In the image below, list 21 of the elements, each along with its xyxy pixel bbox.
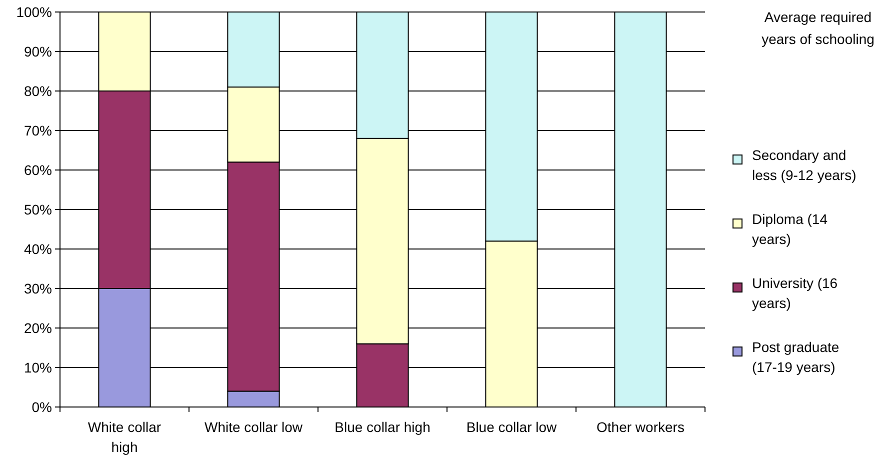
x-tick-label: Other workers bbox=[596, 419, 684, 435]
x-tick-label: White collar high bbox=[88, 419, 162, 455]
x-tick-label: Blue collar high bbox=[334, 419, 430, 435]
legend-title: Average required years of schooling bbox=[762, 9, 874, 47]
y-tick-label: 30% bbox=[24, 280, 52, 296]
legend-label: Secondary and less (9-12 years) bbox=[752, 147, 856, 183]
y-tick-label: 20% bbox=[24, 320, 52, 336]
legend-label: Diploma (14 years) bbox=[752, 211, 828, 247]
legend-label: Post graduate (17-19 years) bbox=[752, 339, 840, 375]
y-tick-label: 60% bbox=[24, 162, 52, 178]
y-tick-label: 90% bbox=[24, 43, 52, 60]
legend-label: University (16 years) bbox=[752, 275, 838, 311]
y-tick-label: 10% bbox=[24, 359, 52, 376]
y-tick-label: 80% bbox=[24, 82, 52, 99]
y-tick-label: 0% bbox=[32, 398, 52, 415]
y-tick-label: 70% bbox=[24, 122, 52, 138]
y-tick-label: 40% bbox=[24, 240, 52, 257]
x-tick-label: Blue collar low bbox=[466, 419, 558, 435]
y-tick-label: 50% bbox=[24, 201, 52, 218]
y-tick-label: 100% bbox=[16, 4, 52, 20]
x-tick-label: White collar low bbox=[204, 419, 304, 435]
